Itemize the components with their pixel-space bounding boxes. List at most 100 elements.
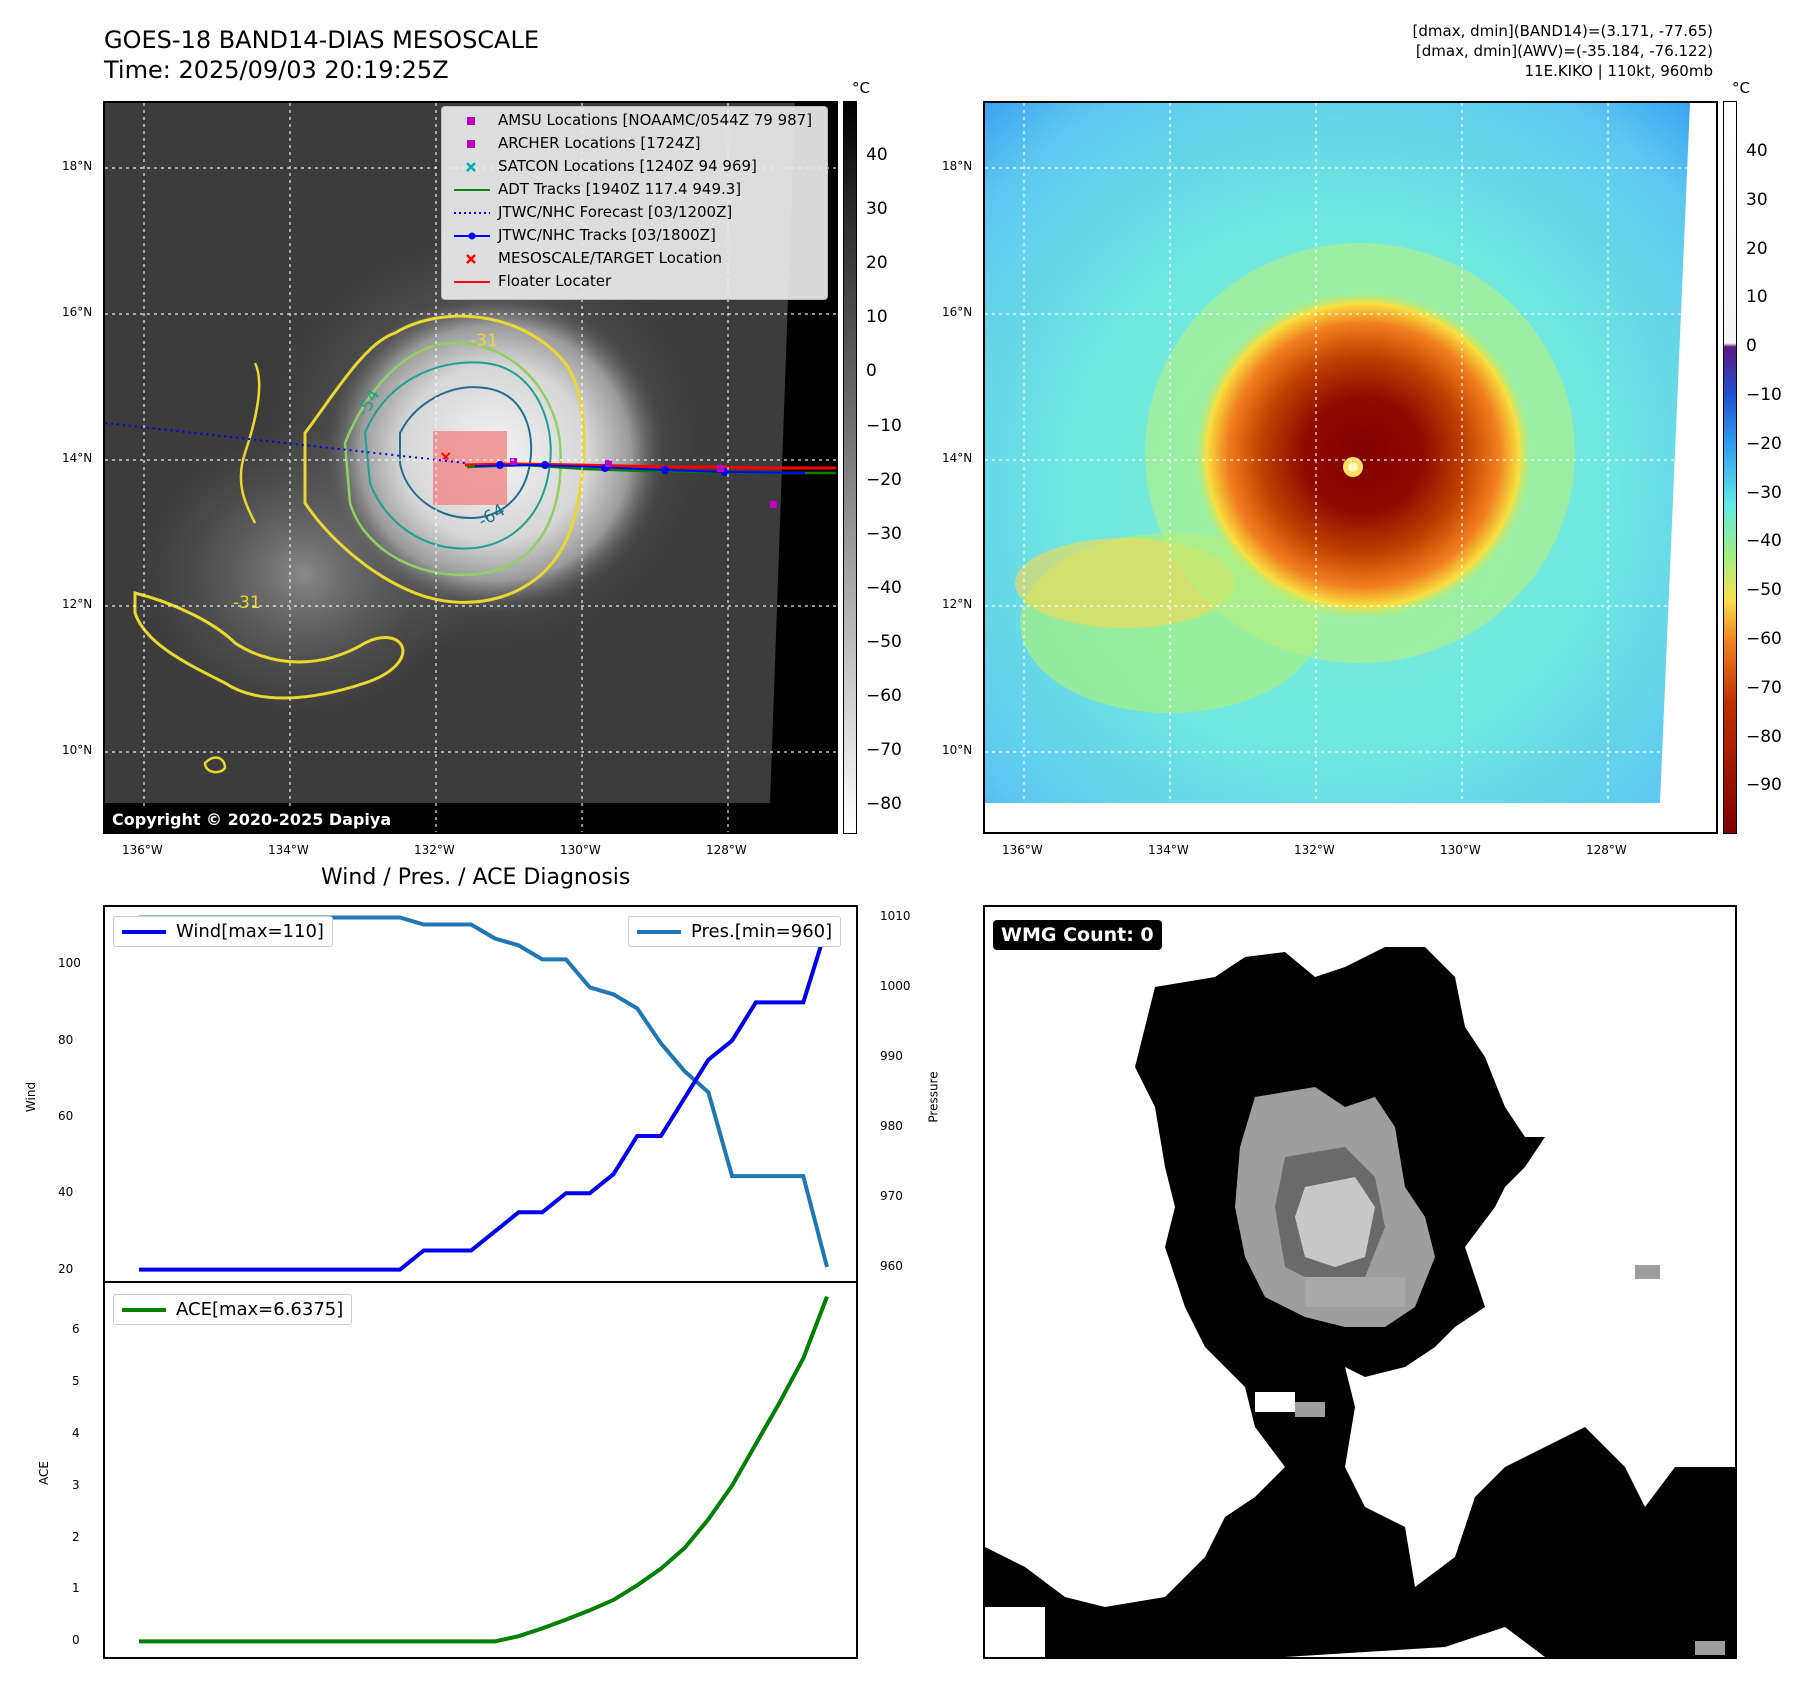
ace-series-line <box>139 1295 829 1644</box>
ir-colorbar-tick: −60 <box>866 686 902 706</box>
ir-colorbar-tick: 0 <box>866 361 877 382</box>
ir-colorbar-tick: −40 <box>866 577 902 598</box>
ir-colorbar-tick: −80 <box>866 794 902 815</box>
ace-tick-label: 1 <box>72 1581 80 1596</box>
lat-tick-label: 14°N <box>942 451 973 465</box>
lon-tick-label: 136°W <box>122 843 163 857</box>
ir-colorbar-tick: −10 <box>866 415 902 436</box>
square-marker-icon <box>467 140 475 148</box>
ir-colorbar-tick: −20 <box>866 469 902 490</box>
wmg-pixel-image <box>985 907 1735 1657</box>
contour-label: -31 <box>470 331 498 351</box>
ir-legend: AMSU Locations [NOAAMC/0544Z 79 987] ARC… <box>441 106 828 300</box>
wind-tick-label: 100 <box>58 956 81 971</box>
lon-tick-label: 132°W <box>414 843 455 857</box>
lon-tick-label: 130°W <box>560 843 601 857</box>
lon-tick-label: 134°W <box>1148 843 1189 857</box>
ir-colorbar-tick: 20 <box>866 253 888 274</box>
wind-tick-label: 20 <box>58 1261 74 1276</box>
color-colorbar-tick: −40 <box>1746 531 1782 552</box>
pressure-tick-label: 1000 <box>880 979 911 994</box>
x-marker-icon <box>466 254 476 264</box>
lon-tick-label: 134°W <box>268 843 309 857</box>
wind-pressure-plot <box>103 905 858 1283</box>
pressure-legend: Pres.[min=960] <box>628 916 842 947</box>
ir-colorbar <box>843 101 857 834</box>
ace-legend-swatch <box>122 1308 166 1312</box>
ir-colorbar-tick: 40 <box>866 145 888 165</box>
ir-colorbar-unit: °C <box>852 79 870 97</box>
wind-tick-label: 40 <box>58 1185 74 1200</box>
wind-pressure-chart <box>139 915 829 1272</box>
pressure-tick-label: 990 <box>880 1049 903 1064</box>
copyright-label: Copyright © 2020-2025 Dapiya <box>104 807 400 832</box>
ir-colorbar-tick: −70 <box>866 740 902 761</box>
color-colorbar-tick: 20 <box>1746 238 1768 259</box>
ir-colorbar-tick: −50 <box>866 631 902 652</box>
pressure-tick-label: 970 <box>880 1189 903 1204</box>
lat-tick-label: 12°N <box>942 597 973 611</box>
pressure-tick-label: 960 <box>880 1259 903 1274</box>
ace-tick-label: 6 <box>72 1321 80 1336</box>
header-right-line2: [dmax, dmin](AWV)=(-35.184, -76.122) <box>1415 42 1713 60</box>
pressure-axis-label: Pressure <box>926 1071 941 1123</box>
wind-legend: Wind[max=110] <box>113 916 333 947</box>
color-colorbar <box>1723 101 1737 834</box>
color-colorbar-tick: −80 <box>1746 726 1782 747</box>
dotted-line-icon <box>454 212 490 214</box>
lon-tick-label: 130°W <box>1440 843 1481 857</box>
color-colorbar-tick: 0 <box>1746 336 1757 357</box>
wind-legend-swatch <box>122 930 166 934</box>
pressure-legend-label: Pres.[min=960] <box>691 921 833 942</box>
figure-title-line2: Time: 2025/09/03 20:19:25Z <box>104 56 449 84</box>
diagnosis-title: Wind / Pres. / ACE Diagnosis <box>321 865 631 890</box>
x-marker-icon <box>466 162 476 172</box>
color-colorbar-tick: −20 <box>1746 433 1782 454</box>
line-dot-icon <box>454 232 490 240</box>
ir-colorbar-tick: 30 <box>866 199 888 220</box>
ace-tick-label: 3 <box>72 1477 80 1492</box>
enhanced-ir-panel <box>983 101 1718 834</box>
color-colorbar-tick: −60 <box>1746 629 1782 649</box>
enhanced-ir-image <box>985 103 1716 832</box>
color-colorbar-tick: −70 <box>1746 677 1782 698</box>
contour-label: -31 <box>233 593 261 613</box>
pressure-tick-label: 980 <box>880 1119 903 1134</box>
lat-tick-label: 10°N <box>942 743 973 757</box>
ace-tick-label: 4 <box>72 1425 80 1440</box>
ace-axis-label: ACE <box>36 1461 51 1485</box>
ir-colorbar-tick: −30 <box>866 523 902 544</box>
line-icon <box>454 189 490 191</box>
wind-axis-label: Wind <box>24 1081 39 1113</box>
ir-satellite-image: × <box>105 103 836 832</box>
header-right-line3: 11E.KIKO | 110kt, 960mb <box>1524 62 1713 80</box>
color-colorbar-tick: −90 <box>1746 775 1782 796</box>
lon-tick-label: 136°W <box>1002 843 1043 857</box>
lat-tick-label: 18°N <box>62 159 93 173</box>
wind-tick-label: 80 <box>58 1032 74 1047</box>
lat-tick-label: 16°N <box>942 305 973 319</box>
lon-tick-label: 128°W <box>706 843 747 857</box>
color-colorbar-tick: −50 <box>1746 580 1782 601</box>
ace-legend: ACE[max=6.6375] <box>113 1294 353 1325</box>
ace-legend-label: ACE[max=6.6375] <box>176 1299 344 1320</box>
ace-tick-label: 5 <box>72 1373 80 1388</box>
lon-tick-label: 132°W <box>1294 843 1335 857</box>
lat-tick-label: 16°N <box>62 305 93 319</box>
color-colorbar-tick: 40 <box>1746 141 1768 161</box>
wind-tick-label: 60 <box>58 1108 74 1123</box>
figure-title-line1: GOES-18 BAND14-DIAS MESOSCALE <box>104 26 540 54</box>
lat-tick-label: 10°N <box>62 743 93 757</box>
header-right-line1: [dmax, dmin](BAND14)=(3.171, -77.65) <box>1412 22 1713 40</box>
color-colorbar-unit: °C <box>1732 79 1750 97</box>
color-colorbar-tick: −30 <box>1746 482 1782 503</box>
ir-satellite-panel: × -31 -54 -64 -31 <box>103 101 838 834</box>
ace-chart <box>139 1295 829 1644</box>
wind-series-line <box>139 925 829 1272</box>
wmg-count-badge: WMG Count: 0 <box>993 920 1162 950</box>
svg-text:×: × <box>439 447 452 466</box>
pressure-series-line <box>139 915 829 1268</box>
lat-tick-label: 14°N <box>62 451 93 465</box>
wind-legend-label: Wind[max=110] <box>176 921 324 942</box>
ace-tick-label: 2 <box>72 1529 80 1544</box>
